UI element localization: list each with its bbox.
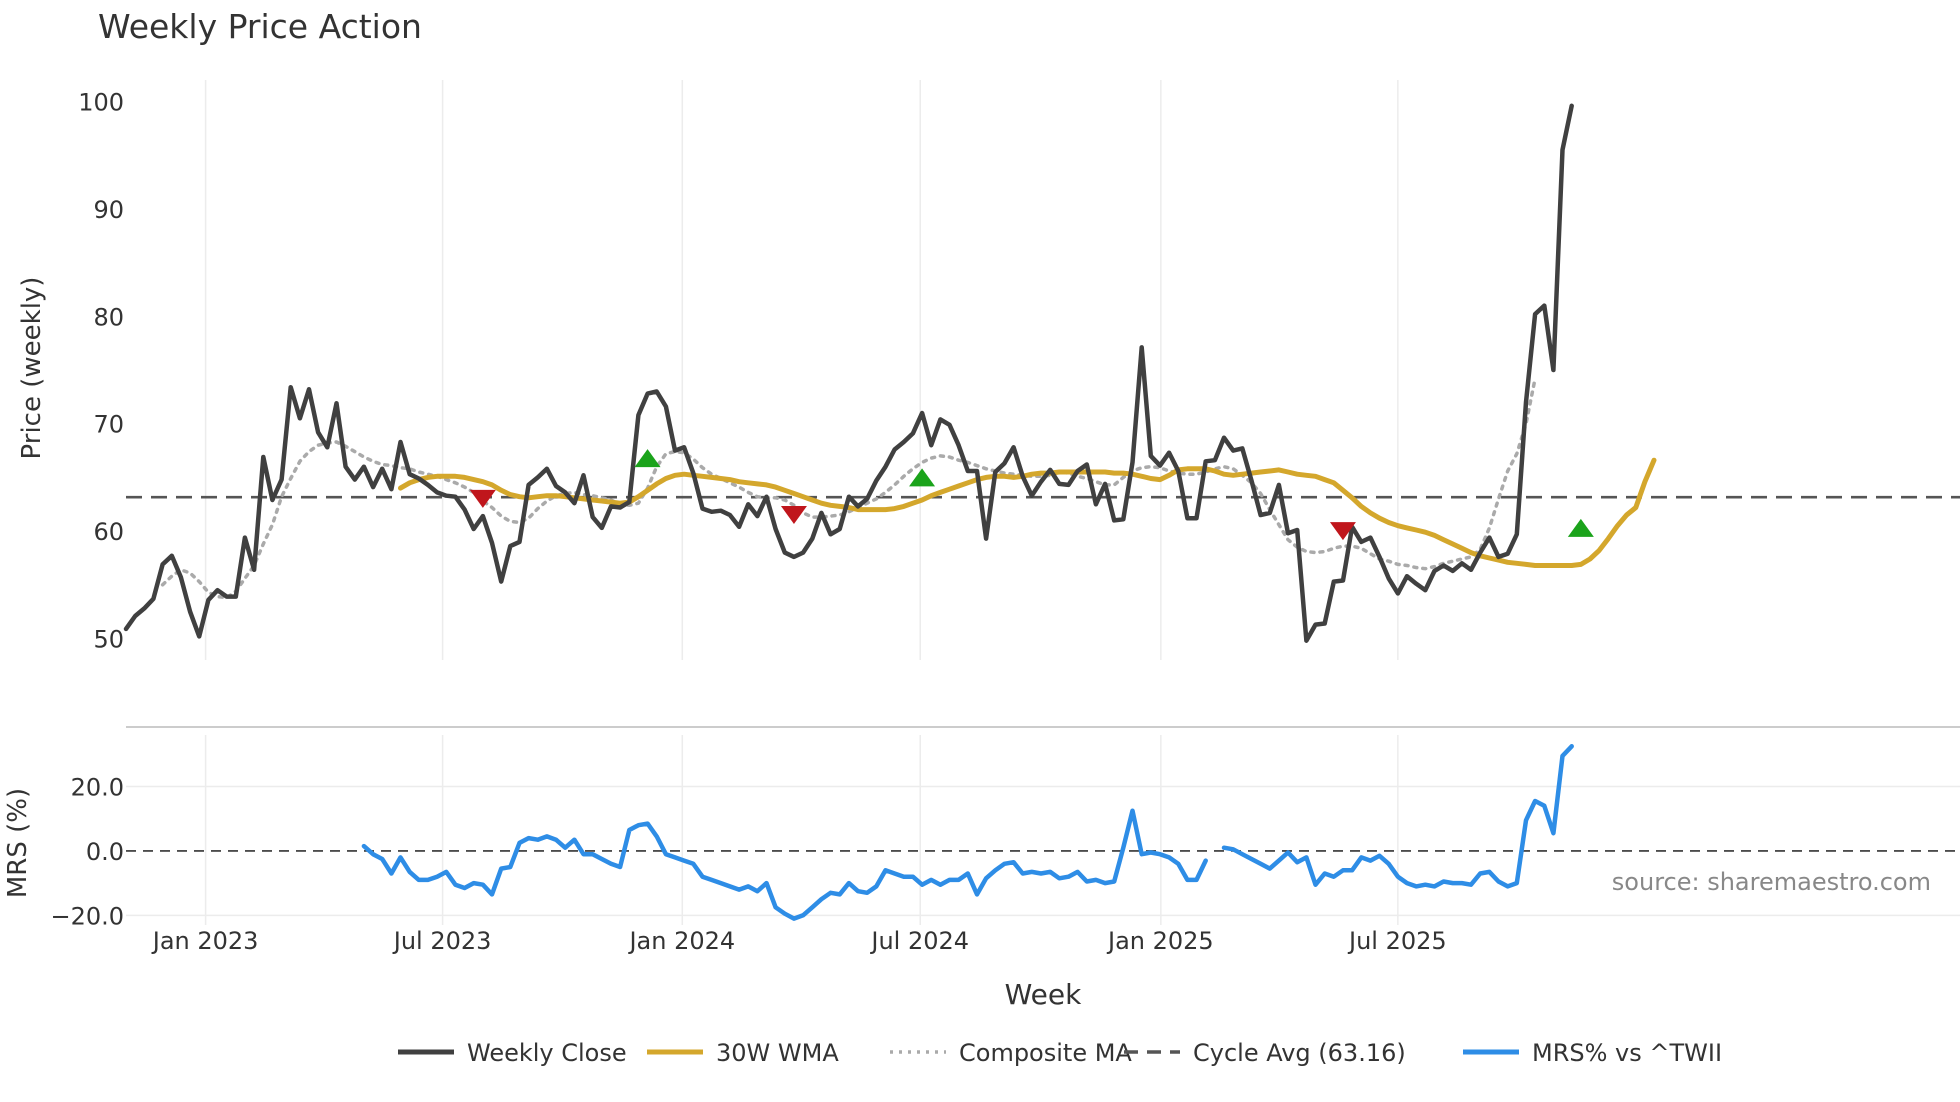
composite-ma-line <box>160 376 1537 600</box>
signal-markers <box>469 449 1594 541</box>
legend-label: Cycle Avg (63.16) <box>1193 1039 1406 1067</box>
mrs-y-tick-label: −20.0 <box>50 902 124 930</box>
source-watermark: source: sharemaestro.com <box>1612 868 1931 896</box>
x-tick-label: Jan 2025 <box>1106 927 1214 955</box>
mrs-panel: 20.0 0.0 −20.0 MRS (%) source: sharemaestr… <box>3 744 1960 930</box>
x-tick-labels: Jan 2023 Jul 2023 Jan 2024 Jul 2024 Jan 2025… <box>151 927 1447 955</box>
legend: Weekly Close 30W WMA Composite MA Cycle Avg… <box>398 1039 1722 1067</box>
price-y-tick-label: 100 <box>78 88 124 116</box>
price-y-tick-label: 90 <box>93 196 124 224</box>
x-tick-label: Jul 2025 <box>1347 927 1447 955</box>
sell-signal-marker <box>469 489 496 508</box>
30w-wma-line <box>398 457 1657 568</box>
legend-label: MRS% vs ^TWII <box>1532 1039 1722 1067</box>
price-y-ticks: 50 60 70 80 90 100 <box>78 88 124 653</box>
price-panel: 50 60 70 80 90 100 Price (weekly) <box>17 88 1960 654</box>
price-y-tick-label: 50 <box>93 626 124 654</box>
mrs-y-axis-label: MRS (%) <box>3 788 33 898</box>
legend-label: 30W WMA <box>716 1039 839 1067</box>
chart-title: Weekly Price Action <box>98 7 422 46</box>
price-y-axis-label: Price (weekly) <box>17 277 47 460</box>
legend-label: Weekly Close <box>467 1039 627 1067</box>
mrs-line <box>1221 744 1574 889</box>
legend-label: Composite MA <box>959 1039 1132 1067</box>
x-tick-label: Jul 2024 <box>869 927 969 955</box>
sell-signal-marker <box>780 506 807 524</box>
x-tick-label: Jul 2023 <box>392 927 492 955</box>
buy-signal-marker <box>909 468 936 487</box>
buy-signal-marker <box>634 449 661 468</box>
price-y-tick-label: 60 <box>93 518 124 546</box>
price-y-tick-label: 80 <box>93 303 124 331</box>
price-y-tick-label: 70 <box>93 411 124 439</box>
buy-signal-marker <box>1567 518 1594 537</box>
mrs-y-ticks: 20.0 0.0 −20.0 <box>50 774 1960 930</box>
mrs-line <box>361 808 1208 921</box>
price-series <box>123 103 1657 643</box>
mrs-y-tick-label: 20.0 <box>71 774 124 802</box>
sell-signal-marker <box>1329 522 1356 541</box>
x-axis-label: Week <box>1005 978 1082 1011</box>
x-tick-label: Jan 2023 <box>151 927 259 955</box>
weekly-close-line <box>123 103 1574 643</box>
x-gridlines <box>204 80 1399 925</box>
mrs-series <box>361 744 1574 921</box>
mrs-y-tick-label: 0.0 <box>86 838 124 866</box>
x-tick-label: Jan 2024 <box>627 927 735 955</box>
